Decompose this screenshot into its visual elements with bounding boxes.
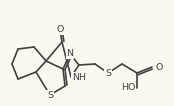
Text: N: N bbox=[66, 50, 73, 59]
Text: O: O bbox=[56, 26, 64, 34]
Text: O: O bbox=[155, 63, 162, 72]
Text: HO: HO bbox=[121, 82, 135, 91]
Text: S: S bbox=[105, 68, 111, 77]
Text: S: S bbox=[47, 91, 53, 100]
Text: NH: NH bbox=[72, 73, 86, 82]
